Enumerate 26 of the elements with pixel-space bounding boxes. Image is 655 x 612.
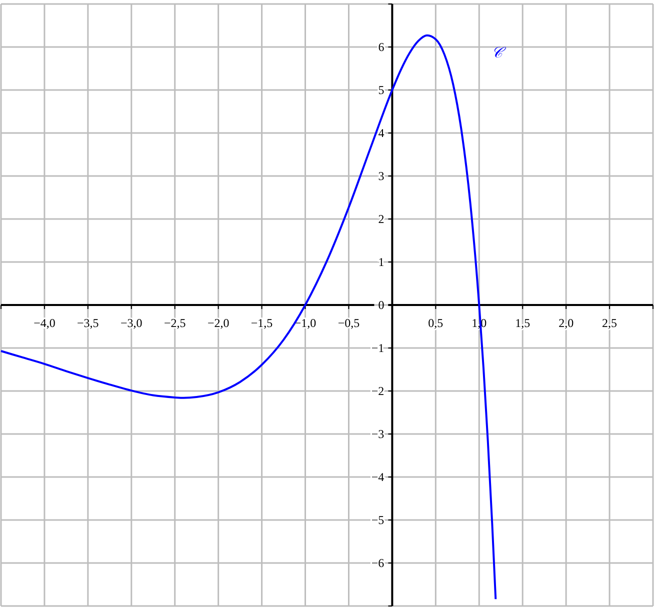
x-tick-label: −3,5 — [77, 316, 99, 330]
y-tick-label: 3 — [378, 169, 384, 183]
y-tick-label: −6 — [371, 556, 384, 570]
x-tick-label: −2,0 — [207, 316, 230, 330]
x-tick-label: −1,0 — [294, 316, 316, 330]
x-tick-label: −1,5 — [250, 316, 273, 330]
y-tick-label: −3 — [371, 427, 384, 441]
x-tick-label: 2,0 — [558, 316, 574, 330]
y-tick-label: −5 — [371, 513, 384, 527]
y-tick-label: 1 — [378, 255, 384, 269]
x-tick-label: 0,5 — [428, 316, 444, 330]
x-tick-label: 2,5 — [602, 316, 618, 330]
y-tick-label: 4 — [378, 126, 384, 140]
x-tick-label: −0,5 — [338, 316, 360, 330]
y-tick-label: −2 — [371, 384, 384, 398]
x-tick-label: −2,5 — [164, 316, 186, 330]
x-tick-label: 1,5 — [515, 316, 530, 330]
y-tick-label: 5 — [378, 83, 384, 97]
x-tick-label: −3,0 — [120, 316, 142, 330]
y-tick-label: 6 — [378, 40, 384, 54]
y-tick-label: 2 — [378, 212, 384, 226]
y-tick-label: −4 — [371, 470, 384, 484]
text: 𝒞 — [491, 43, 506, 62]
y-tick-label: 0 — [378, 298, 384, 312]
y-tick-label: −1 — [371, 341, 384, 355]
x-tick-label: −4,0 — [34, 316, 56, 330]
